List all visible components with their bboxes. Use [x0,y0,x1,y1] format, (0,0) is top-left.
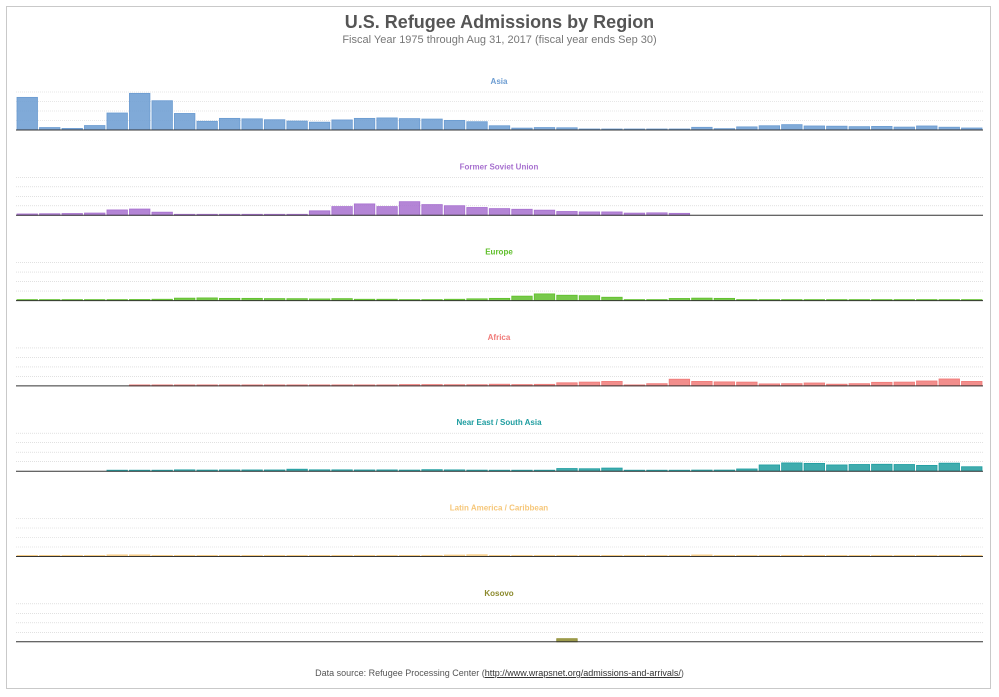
bar-1988 [308,121,331,131]
bar-2013 [871,381,893,387]
bar-2006 [713,381,736,387]
bar-1994 [443,119,466,131]
bar-1993 [421,118,443,131]
bar-2007 [736,381,758,387]
bar-2016 [938,378,960,387]
bar-1980 [129,208,151,216]
bar-2012 [848,464,870,472]
panel-europe: Europe [16,248,983,302]
bar-1997 [511,295,533,302]
bar-2011 [826,464,848,472]
bar-2010 [803,462,825,472]
bar-2017 [961,466,983,472]
bar-1993 [421,204,443,216]
bar-1979 [106,112,128,131]
bar-1978 [84,125,106,131]
bar-1981 [151,100,173,131]
bar-2013 [871,463,893,472]
bar-2001 [601,211,623,216]
data-source-note: Data source: Refugee Processing Center (… [0,668,999,678]
bar-1985 [241,118,263,131]
bar-2005 [691,381,713,387]
bar-2013 [871,126,893,131]
bar-2015 [916,380,938,387]
panel-title: Near East / South Asia [456,418,542,427]
panel-africa: Africa [16,333,983,387]
bar-1996 [488,125,511,131]
bar-1989 [331,206,353,216]
bar-1980 [129,92,151,131]
panel-title: Asia [491,77,508,86]
bar-2000 [578,381,601,387]
panel-title: Latin America / Caribbean [450,504,549,513]
panel-title: Europe [485,248,513,257]
bar-2010 [803,125,825,131]
bar-1979 [106,209,128,216]
bar-1991 [376,206,398,216]
source-link[interactable]: http://www.wrapsnet.org/admissions-and-a… [484,668,681,678]
bar-2001 [601,296,623,302]
bar-1998 [533,209,556,216]
bar-2012 [848,126,870,131]
bar-1995 [466,121,488,131]
bar-2009 [781,124,803,131]
bar-2017 [961,381,983,387]
bar-2015 [916,464,938,472]
bar-1996 [488,208,511,216]
bar-1994 [443,205,466,216]
bar-1992 [398,201,421,216]
bar-1992 [398,118,421,131]
bar-2014 [893,464,915,472]
source-suffix: ) [680,668,684,678]
bar-2011 [826,125,848,131]
bar-1975 [16,96,38,131]
bar-2015 [916,125,938,131]
panel-title: Kosovo [484,589,513,598]
bar-2016 [938,462,960,472]
bar-2000 [578,295,601,301]
panel-near-east-south-asia: Near East / South Asia [16,418,983,472]
bar-2009 [781,462,803,472]
bar-1997 [511,208,533,216]
panel-latin-america-caribbean: Latin America / Caribbean [16,504,983,557]
bar-2004 [668,378,691,387]
bar-2008 [758,125,781,131]
bar-1987 [286,120,308,131]
panel-kosovo: Kosovo [16,589,983,643]
chart-subtitle: Fiscal Year 1975 through Aug 31, 2017 (f… [342,34,657,46]
bar-1986 [263,119,286,131]
panel-asia: Asia [16,77,983,131]
bar-1990 [353,203,376,216]
bar-1983 [196,120,218,131]
bar-1998 [533,293,556,301]
panel-former-soviet-union: Former Soviet Union [16,162,983,216]
bar-2000 [578,211,601,216]
bar-1984 [218,117,241,131]
chart-title: U.S. Refugee Admissions by Region [344,12,655,32]
bar-1991 [376,117,398,131]
panel-title: Former Soviet Union [460,162,539,171]
bar-1999 [556,294,578,301]
bar-1988 [308,210,331,216]
bar-1990 [353,117,376,131]
bar-2014 [893,381,915,387]
source-prefix: Data source: Refugee Processing Center ( [315,668,485,678]
panel-title: Africa [488,333,511,342]
bar-1995 [466,207,488,216]
bar-1982 [174,113,196,131]
bar-2008 [758,464,781,472]
bar-2001 [601,381,623,387]
bar-1999 [556,211,578,216]
bar-1989 [331,119,353,131]
